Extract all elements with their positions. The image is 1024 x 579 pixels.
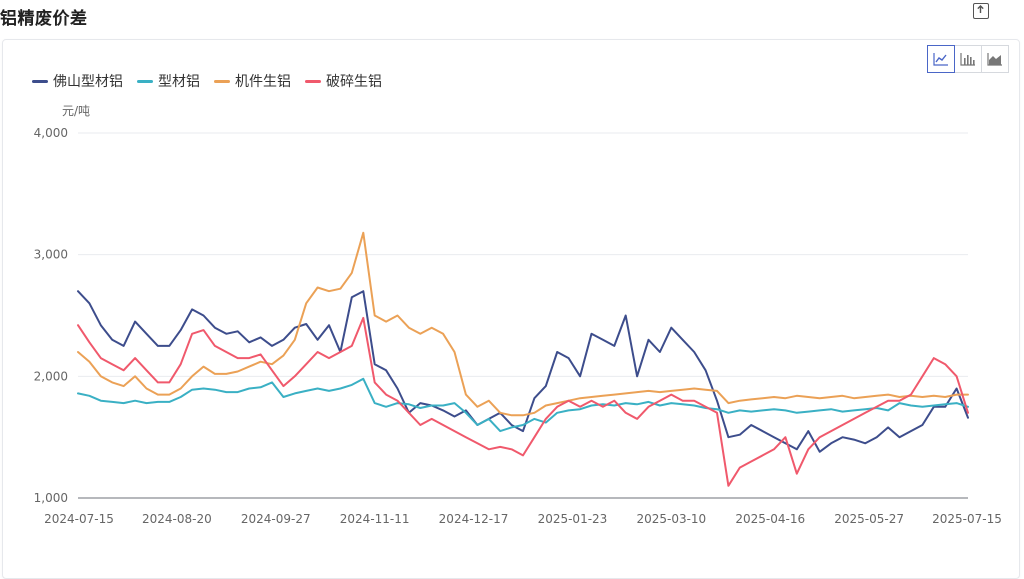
area-chart-button[interactable]	[981, 45, 1009, 73]
legend-swatch-profile	[137, 79, 153, 83]
area-chart-icon	[987, 53, 1002, 66]
legend-item-machine[interactable]: 机件生铝	[214, 71, 291, 91]
legend-label-broken: 破碎生铝	[326, 74, 382, 90]
legend-swatch-machine	[214, 79, 230, 83]
legend-label-profile: 型材铝	[158, 74, 200, 90]
chart-legend: 佛山型材铝 型材铝 机件生铝 破碎生铝	[32, 71, 382, 91]
legend-swatch-broken	[305, 79, 321, 83]
line-chart-icon	[933, 53, 948, 66]
bar-chart-icon	[960, 53, 975, 66]
export-arrow-icon	[977, 5, 984, 13]
legend-label-machine: 机件生铝	[235, 74, 291, 90]
legend-item-foshan[interactable]: 佛山型材铝	[32, 71, 123, 91]
legend-swatch-foshan	[32, 79, 48, 83]
chart-type-toggle	[927, 45, 1009, 73]
bar-chart-button[interactable]	[954, 45, 982, 73]
legend-item-broken[interactable]: 破碎生铝	[305, 71, 382, 91]
line-chart-button[interactable]	[927, 45, 955, 73]
legend-label-foshan: 佛山型材铝	[53, 74, 123, 90]
export-icon[interactable]	[973, 3, 989, 19]
legend-item-profile[interactable]: 型材铝	[137, 71, 200, 91]
chart-card	[2, 39, 1020, 579]
page-title: 铝精废价差	[0, 9, 88, 29]
